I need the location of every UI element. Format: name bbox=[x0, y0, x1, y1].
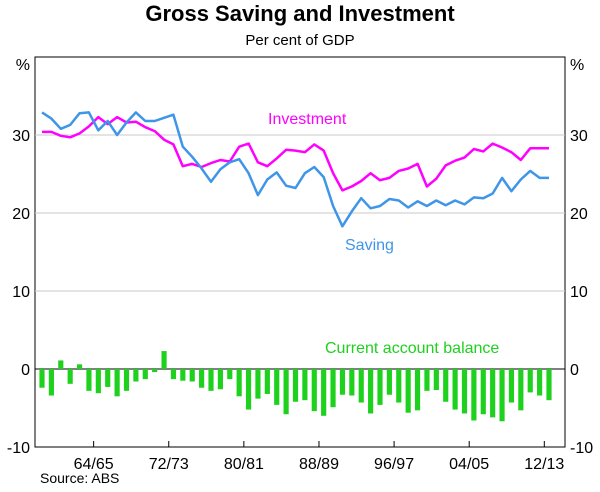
bar-current-account bbox=[339, 369, 346, 395]
bar-current-account bbox=[217, 369, 223, 390]
bar-current-account bbox=[292, 369, 299, 402]
line-saving bbox=[41, 111, 549, 228]
bar-current-account bbox=[443, 369, 449, 402]
series-label-saving: Saving bbox=[345, 237, 394, 254]
bar-current-account bbox=[424, 369, 430, 391]
bar-current-account bbox=[546, 369, 552, 401]
x-tick-label: 80/81 bbox=[224, 456, 264, 473]
bar-current-account bbox=[527, 369, 533, 393]
bar-current-account bbox=[152, 369, 158, 373]
bar-current-account bbox=[518, 369, 524, 411]
bar-current-account bbox=[330, 369, 336, 408]
y-tick-label-left: 10 bbox=[12, 284, 30, 301]
bar-current-account bbox=[368, 369, 374, 414]
y-tick-label-left: 0 bbox=[21, 362, 30, 379]
bar-current-account bbox=[142, 369, 148, 380]
bar-current-account bbox=[311, 369, 317, 412]
bar-current-account bbox=[386, 369, 392, 395]
bar-current-account bbox=[377, 369, 383, 405]
bar-current-account bbox=[358, 369, 364, 403]
chart-subtitle: Per cent of GDP bbox=[245, 32, 355, 49]
line-investment bbox=[42, 115, 549, 192]
bar-current-account bbox=[461, 369, 468, 414]
bar-current-account bbox=[86, 369, 92, 391]
y-unit-right: % bbox=[570, 57, 584, 74]
bar-current-account bbox=[508, 369, 515, 403]
bar-current-account bbox=[452, 369, 458, 410]
bar-current-account bbox=[199, 369, 205, 388]
plot-frame bbox=[34, 56, 566, 448]
y-tick-label-left: 30 bbox=[12, 128, 30, 145]
y-tick-label-right: 0 bbox=[570, 362, 579, 379]
bar-current-account bbox=[227, 369, 233, 380]
bar-current-account bbox=[414, 369, 421, 411]
bar-current-account bbox=[189, 369, 195, 382]
x-tick-label: 72/73 bbox=[149, 456, 189, 473]
y-tick-label-right: 30 bbox=[570, 128, 588, 145]
bar-current-account bbox=[433, 369, 439, 391]
y-tick-label-left: -10 bbox=[7, 440, 30, 457]
x-tick-label: 96/97 bbox=[374, 456, 414, 473]
y-tick-label-right: 10 bbox=[570, 284, 588, 301]
bar-current-account bbox=[537, 369, 543, 396]
source-note: Source: ABS bbox=[40, 470, 120, 486]
bar-current-account bbox=[321, 369, 327, 416]
bar-current-account bbox=[95, 369, 101, 394]
bar-current-account bbox=[76, 364, 83, 369]
bar-current-account bbox=[236, 369, 242, 397]
bar-current-account bbox=[490, 369, 496, 418]
bar-current-account bbox=[58, 360, 64, 369]
bar-current-account bbox=[39, 369, 45, 388]
bar-current-account bbox=[105, 369, 111, 387]
bar-current-account bbox=[396, 369, 402, 403]
bar-current-account bbox=[180, 369, 186, 381]
chart-title: Gross Saving and Investment bbox=[145, 1, 455, 26]
x-tick-label: 88/89 bbox=[299, 456, 339, 473]
y-tick-label-right: -10 bbox=[570, 440, 593, 457]
bar-current-account bbox=[245, 369, 252, 410]
bar-current-account bbox=[274, 369, 280, 405]
bar-current-account bbox=[255, 369, 261, 399]
series-label-current-account-balance: Current account balance bbox=[325, 340, 499, 357]
x-tick-label: 04/05 bbox=[449, 456, 489, 473]
bar-current-account bbox=[48, 369, 54, 396]
bar-current-account bbox=[471, 369, 477, 421]
series-label-investment: Investment bbox=[268, 111, 347, 128]
bar-current-account bbox=[405, 369, 411, 413]
x-tick-label: 12/13 bbox=[524, 456, 564, 473]
bar-current-account bbox=[499, 369, 505, 422]
bar-current-account bbox=[302, 369, 308, 401]
bar-current-account bbox=[133, 369, 139, 382]
bar-current-account bbox=[264, 369, 270, 394]
y-unit-left: % bbox=[16, 57, 30, 74]
bar-current-account bbox=[161, 351, 167, 369]
x-tick-label: 64/65 bbox=[74, 456, 114, 473]
y-tick-label-left: 20 bbox=[12, 206, 30, 223]
bar-current-account bbox=[170, 369, 177, 380]
bar-current-account bbox=[123, 369, 130, 391]
bar-current-account bbox=[480, 369, 486, 415]
bar-current-account bbox=[114, 369, 120, 397]
bar-current-account bbox=[67, 369, 73, 384]
bar-current-account bbox=[349, 369, 355, 396]
bar-current-account bbox=[283, 369, 289, 415]
bar-current-account bbox=[208, 369, 214, 391]
y-tick-label-right: 20 bbox=[570, 206, 588, 223]
